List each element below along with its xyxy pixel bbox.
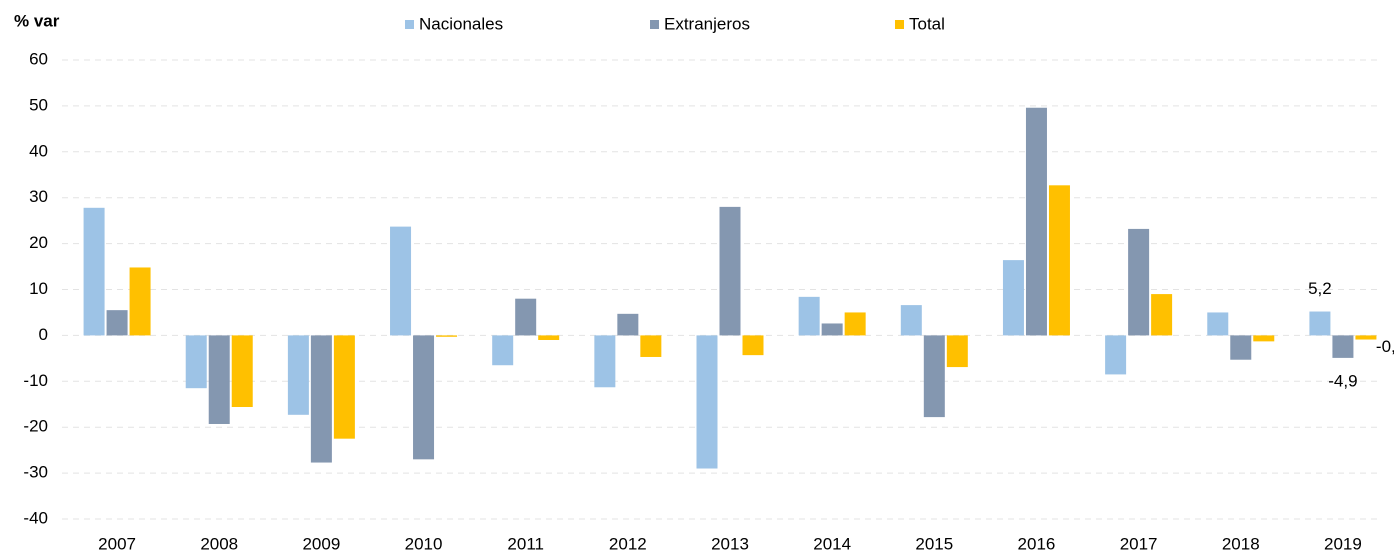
bar [923,335,945,418]
x-tick-label: 2011 [507,534,544,553]
bar [640,335,662,357]
x-tick-label: 2007 [98,534,136,553]
bar [231,335,253,408]
x-tick-label: 2018 [1222,534,1260,553]
legend-label: Extranjeros [664,14,750,33]
x-tick-label: 2010 [405,534,443,553]
bar [719,206,741,336]
x-tick-label: 2013 [711,534,749,553]
y-axis-label: % var [14,11,60,30]
bar [333,335,355,439]
bar [413,335,435,460]
bar [594,335,616,388]
bar [1309,311,1331,336]
bar [1332,335,1354,358]
bar [821,323,843,336]
bar [390,226,412,336]
y-tick-label: 20 [29,233,48,252]
bar [1128,228,1150,336]
y-tick-label: 30 [29,187,48,206]
bar [129,267,151,336]
y-tick-label: -10 [23,371,48,390]
bar [106,310,128,336]
y-tick-label: 0 [39,325,48,344]
x-tick-label: 2017 [1120,534,1158,553]
legend-swatch [650,20,659,29]
x-tick-label: 2015 [915,534,953,553]
y-tick-label: -20 [23,417,48,436]
bar [1230,335,1252,360]
bar [1151,294,1173,336]
bar [798,296,820,336]
x-tick-label: 2014 [813,534,851,553]
legend-swatch [405,20,414,29]
bar [492,335,514,366]
bar [1253,335,1275,342]
bar [436,335,458,337]
bar [515,298,537,336]
bar [946,335,968,368]
x-tick-label: 2008 [200,534,238,553]
y-tick-label: -30 [23,463,48,482]
y-tick-label: 50 [29,95,48,114]
bar [617,313,639,336]
x-tick-label: 2012 [609,534,647,553]
bar [185,335,207,389]
y-tick-label: -40 [23,508,48,527]
data-label: -4,9 [1328,371,1357,390]
bar [538,335,560,340]
y-tick-label: 40 [29,141,48,160]
bar [1025,107,1047,336]
legend-swatch [895,20,904,29]
bar [1002,260,1024,336]
y-tick-label: 10 [29,279,48,298]
bar [1207,312,1229,336]
x-tick-label: 2009 [302,534,340,553]
bar [742,335,764,356]
legend-label: Total [909,14,945,33]
x-tick-label: 2016 [1018,534,1056,553]
bar [900,305,922,336]
y-tick-label: 60 [29,49,48,68]
bar [1355,335,1377,340]
bar [844,312,866,336]
bar [696,335,718,469]
bar [83,207,105,336]
bar [208,335,230,424]
data-label: 5,2 [1308,279,1332,298]
x-tick-label: 2019 [1324,534,1362,553]
bar [1105,335,1127,375]
legend-label: Nacionales [419,14,503,33]
bar [287,335,309,415]
data-label: -0,9 [1376,337,1394,356]
bar [310,335,332,463]
bar [1048,185,1070,336]
